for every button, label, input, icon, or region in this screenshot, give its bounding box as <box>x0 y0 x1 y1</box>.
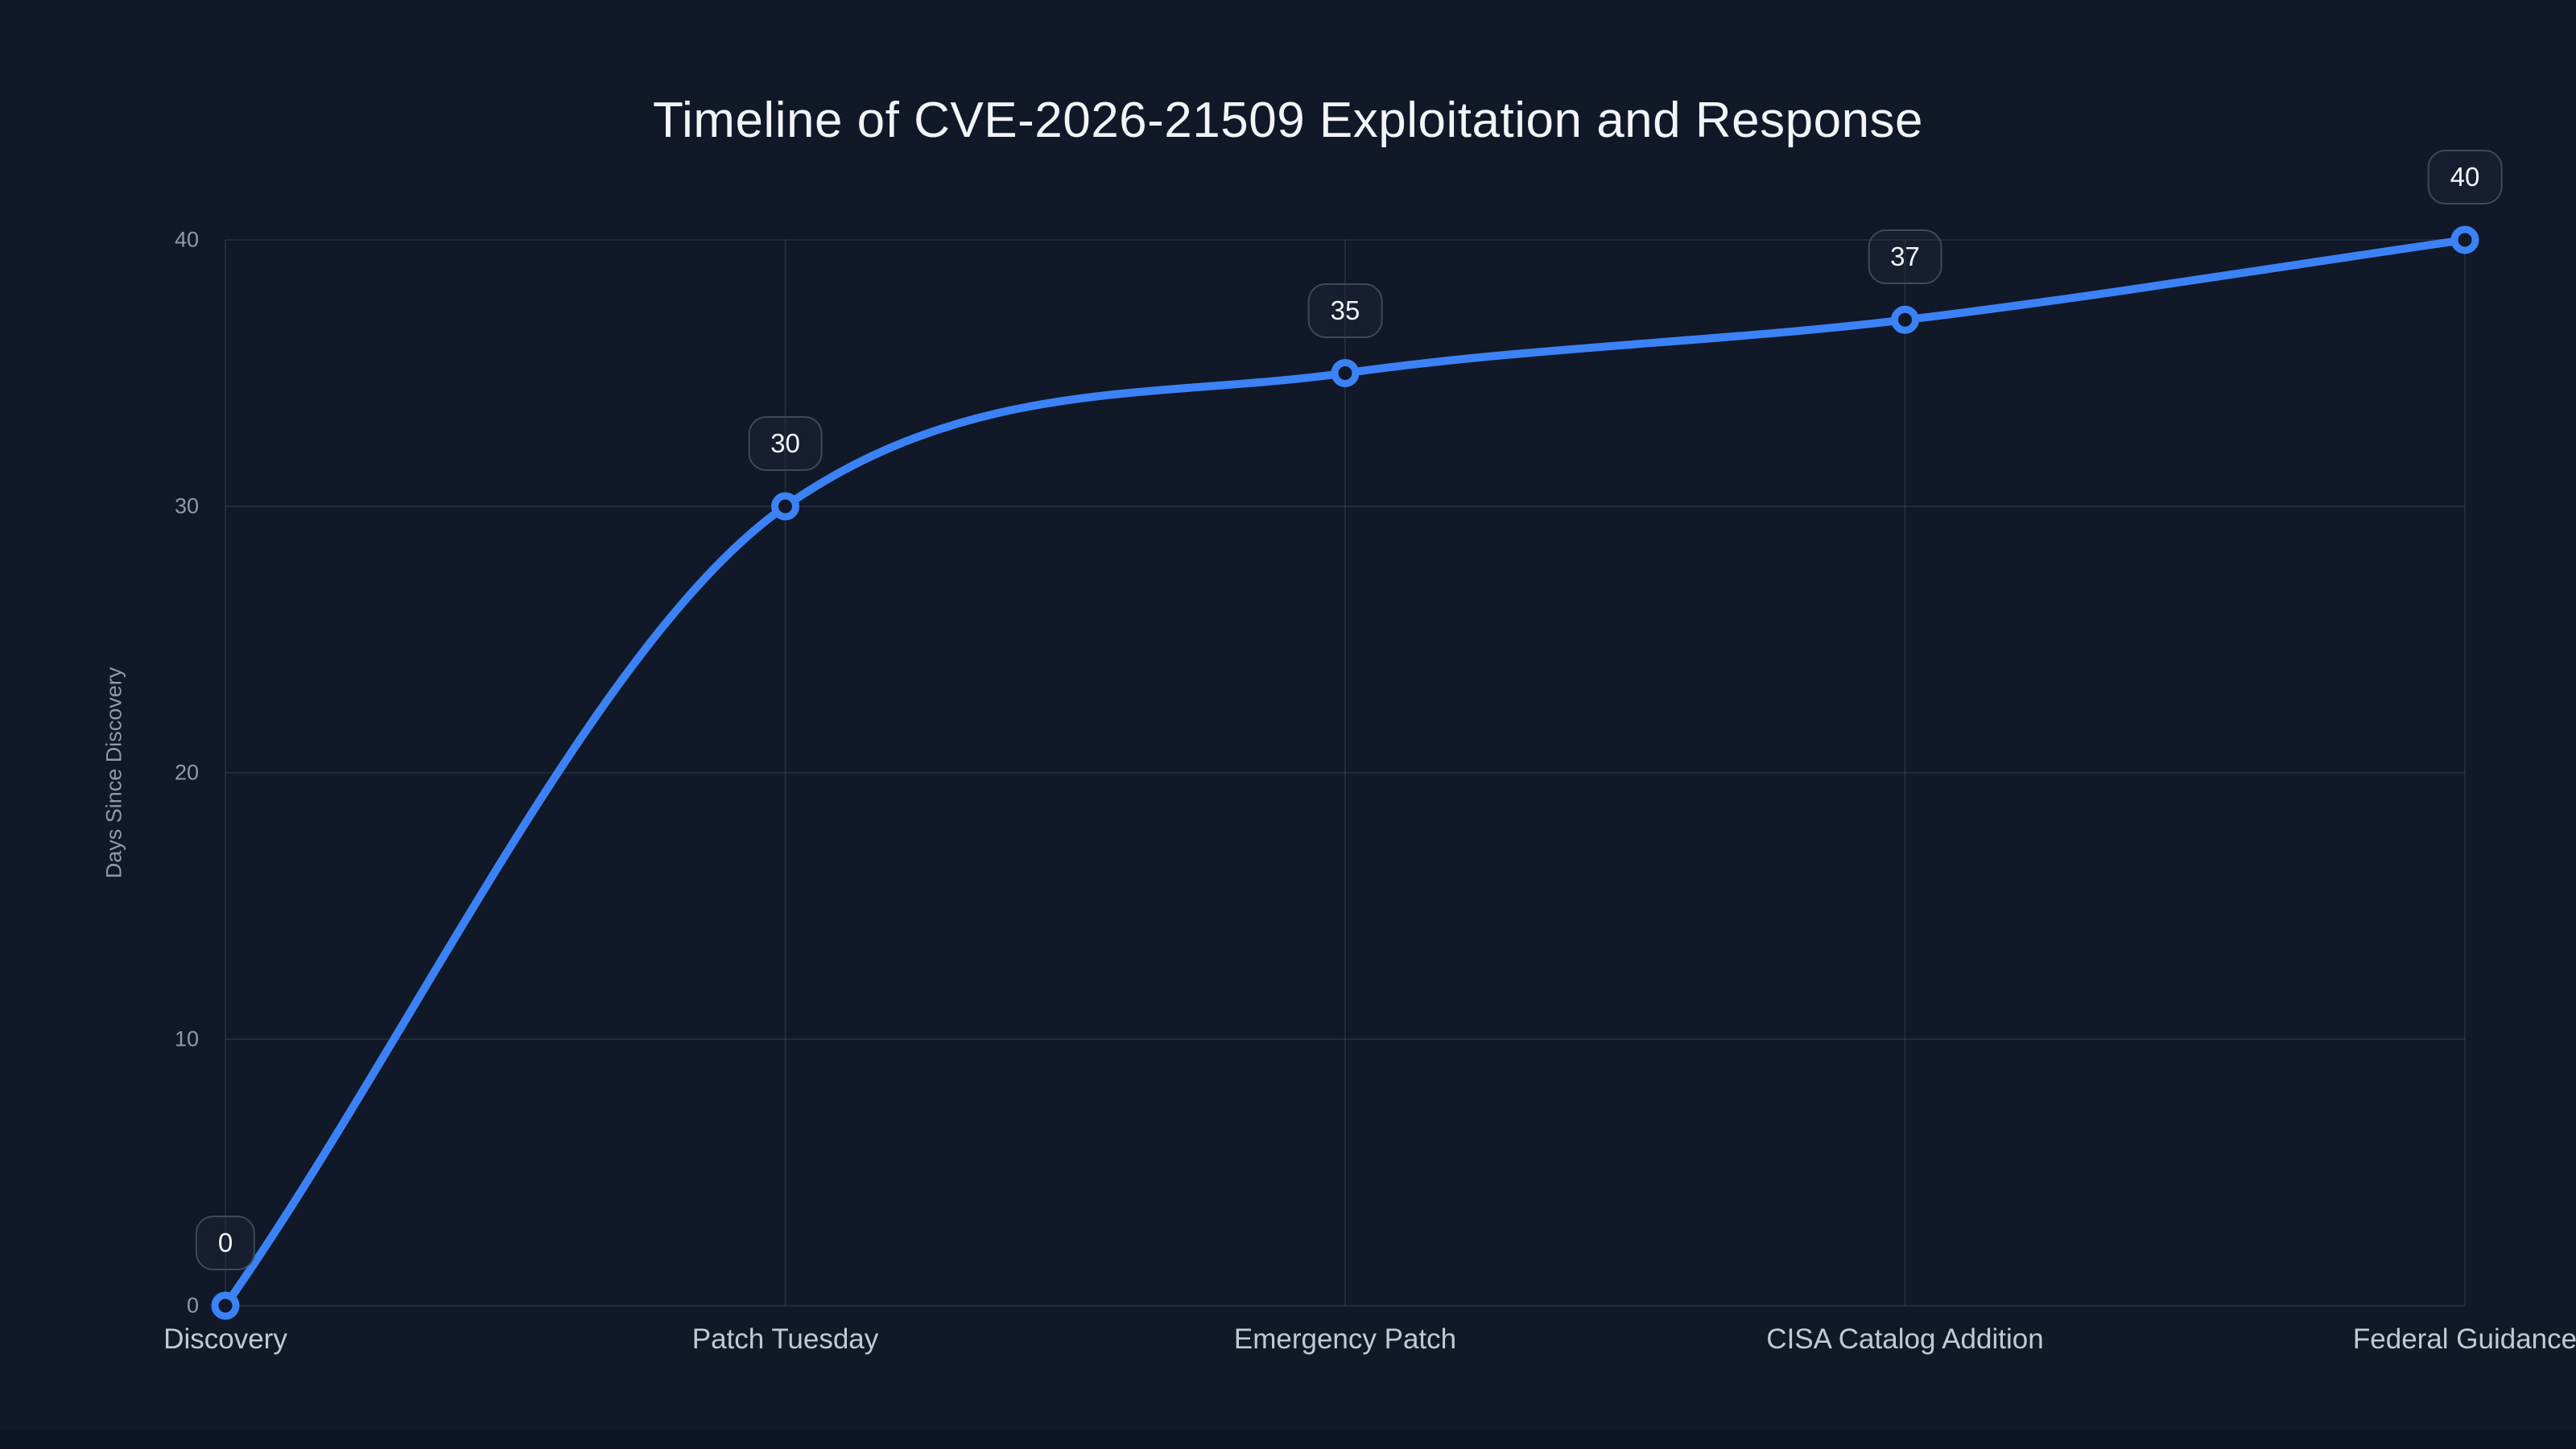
data-point-label: 40 <box>2427 150 2503 204</box>
timeline-line-series <box>221 236 2469 1310</box>
data-point-marker[interactable] <box>2450 225 2479 254</box>
data-point-label: 0 <box>195 1216 256 1270</box>
x-tick-label: Patch Tuesday <box>691 1323 879 1355</box>
chart-title: Timeline of CVE-2026-21509 Exploitation … <box>652 93 1924 148</box>
y-tick-label: 20 <box>174 760 199 785</box>
data-point-label: 37 <box>1868 229 1942 285</box>
x-tick-label: CISA Catalog Addition <box>1766 1323 2044 1355</box>
data-point-marker[interactable] <box>771 492 799 521</box>
x-tick-label: Emergency Patch <box>1233 1323 1457 1355</box>
data-point-marker[interactable] <box>1891 305 1919 334</box>
data-point-marker[interactable] <box>211 1291 240 1320</box>
y-tick-label: 30 <box>174 493 199 518</box>
y-tick-label: 0 <box>186 1293 199 1318</box>
bottom-strip <box>0 1430 2576 1449</box>
data-point-marker[interactable] <box>1331 359 1360 387</box>
y-tick-label: 40 <box>174 227 199 252</box>
data-point-label: 30 <box>748 416 823 471</box>
x-tick-label: Discovery <box>163 1323 287 1355</box>
y-tick-label: 10 <box>174 1026 199 1051</box>
x-tick-label: Federal Guidance <box>2352 1323 2576 1355</box>
data-point-label: 35 <box>1307 283 1383 338</box>
